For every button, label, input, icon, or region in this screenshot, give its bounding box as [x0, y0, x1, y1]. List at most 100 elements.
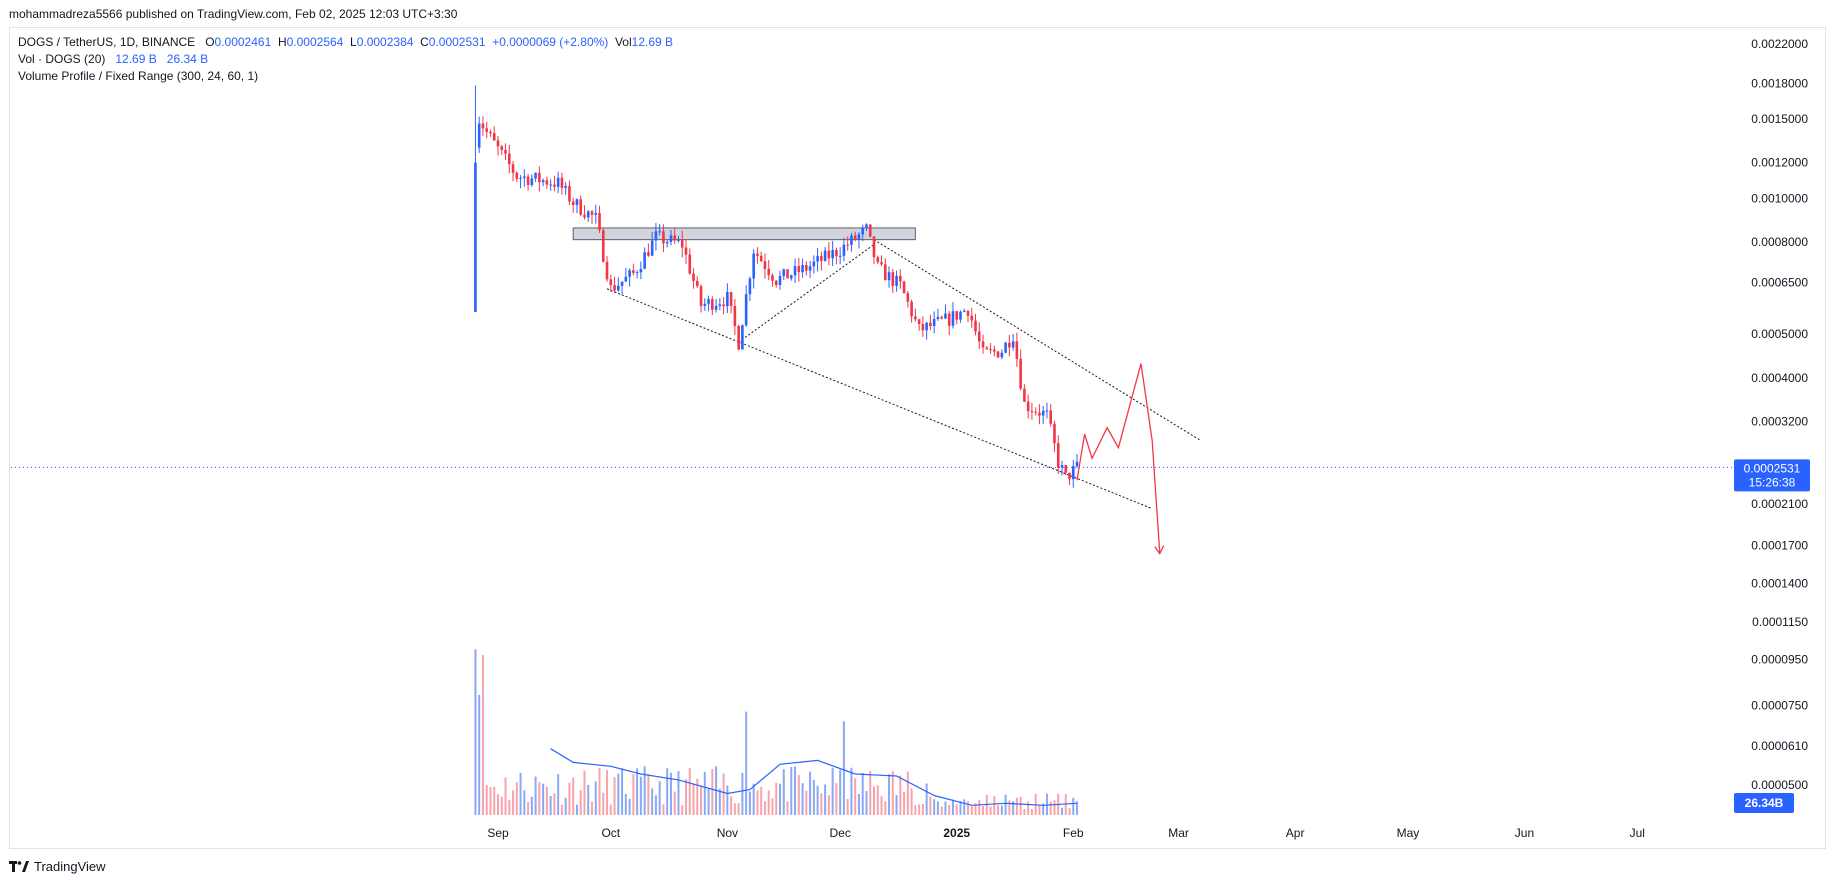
- candle-body: [936, 316, 940, 319]
- candle-body: [647, 252, 650, 256]
- volume-bar: [899, 775, 902, 815]
- volume-bar: [654, 795, 657, 815]
- candle-body: [605, 261, 609, 280]
- y-tick-label: 0.0022000: [1751, 37, 1808, 51]
- candle-body: [707, 299, 710, 304]
- candle-body: [601, 230, 605, 262]
- candle-body: [808, 266, 812, 271]
- candle-body: [677, 240, 680, 242]
- x-tick-label: Jul: [1630, 826, 1645, 840]
- legend-vol-value: 12.69 B: [115, 52, 157, 66]
- volume-bar: [1045, 793, 1048, 815]
- volume-bar: [827, 795, 830, 815]
- candle-body: [797, 266, 801, 273]
- published-line: mohammadreza5566 published on TradingVie…: [9, 7, 458, 21]
- candle-body: [729, 292, 733, 306]
- volume-bar: [888, 774, 891, 815]
- x-tick-label: Dec: [829, 826, 850, 840]
- volume-bar: [681, 805, 684, 815]
- candle-body: [534, 172, 537, 179]
- candle-body: [1053, 423, 1056, 444]
- volume-bar: [481, 655, 484, 815]
- volume-bar: [489, 787, 492, 815]
- candle-body: [669, 235, 673, 242]
- volume-bar: [621, 768, 624, 815]
- volume-bar: [929, 796, 932, 815]
- volume-bar: [978, 800, 981, 815]
- legend-volume-profile: Volume Profile / Fixed Range (300, 24, 6…: [18, 69, 259, 83]
- lower-channel-line: [606, 288, 1153, 510]
- volume-bar: [812, 780, 815, 815]
- candle-body: [564, 186, 567, 188]
- candle-body: [989, 349, 992, 351]
- volume-bar: [933, 799, 936, 815]
- candle-body: [737, 325, 740, 350]
- volume-bar: [1023, 808, 1026, 815]
- candle-body: [883, 264, 887, 281]
- volume-bar: [767, 790, 770, 815]
- volume-bar: [474, 649, 477, 815]
- volume-bar: [1053, 800, 1056, 815]
- volume-bar: [865, 791, 868, 815]
- volume-bar: [722, 773, 725, 815]
- candle-body: [654, 231, 658, 241]
- volume-bar: [805, 790, 808, 815]
- candle-body: [711, 299, 714, 310]
- candle-body: [579, 199, 583, 215]
- candle-body: [820, 256, 823, 261]
- volume-bar: [1000, 805, 1003, 815]
- candle-body: [789, 275, 793, 279]
- volume-bar: [628, 798, 631, 815]
- volume-bar: [497, 794, 499, 815]
- legend-open-label: O: [205, 35, 215, 49]
- candle-body: [1071, 466, 1075, 480]
- tradingview-brand[interactable]: TradingView: [9, 859, 106, 874]
- volume-bar: [846, 799, 849, 815]
- volume-bar: [530, 796, 533, 815]
- volume-bar: [1064, 794, 1067, 815]
- volume-bar: [1049, 801, 1052, 815]
- candle-body: [1068, 472, 1071, 480]
- volume-bar: [914, 805, 917, 815]
- countdown-label: 15:26:38: [1749, 475, 1796, 489]
- candle-body: [639, 268, 643, 273]
- x-tick-label: May: [1397, 826, 1420, 840]
- volume-bar: [542, 783, 545, 815]
- candle-body: [778, 276, 782, 285]
- volume-bar: [519, 773, 522, 815]
- volume-bar: [948, 805, 951, 815]
- volume-bar: [707, 788, 710, 815]
- volume-bar: [786, 801, 789, 815]
- candle-body: [887, 272, 891, 281]
- candle-body: [970, 315, 974, 321]
- candle-body: [1008, 342, 1011, 348]
- candle-body: [932, 318, 936, 327]
- candle-body: [504, 149, 507, 154]
- candle-body: [519, 177, 522, 179]
- legend-vol-label: Vol: [614, 35, 632, 49]
- volume-bar: [880, 796, 883, 815]
- volume-bar: [955, 804, 958, 815]
- y-tick-label: 0.0006500: [1751, 276, 1808, 290]
- volume-bar: [982, 806, 985, 815]
- volume-bar: [647, 774, 650, 815]
- candle-body: [541, 180, 545, 183]
- volume-bar: [572, 777, 575, 815]
- candle-body: [786, 269, 789, 279]
- candle-body: [598, 213, 601, 231]
- volume-bar: [1038, 805, 1041, 815]
- candle-body: [906, 293, 910, 302]
- volume-bar: [997, 805, 1000, 815]
- volume-bar: [895, 795, 898, 815]
- x-tick-label: Jun: [1515, 826, 1534, 840]
- candle-body: [477, 123, 481, 148]
- candle-body: [741, 325, 744, 350]
- y-tick-label: 0.0003200: [1751, 415, 1808, 429]
- candle-body: [812, 261, 816, 267]
- y-tick-label: 0.0000950: [1751, 652, 1808, 666]
- volume-bar: [752, 783, 755, 815]
- candle-body: [838, 255, 842, 257]
- y-tick-label: 0.0000750: [1751, 699, 1808, 713]
- candle-body: [1038, 412, 1041, 416]
